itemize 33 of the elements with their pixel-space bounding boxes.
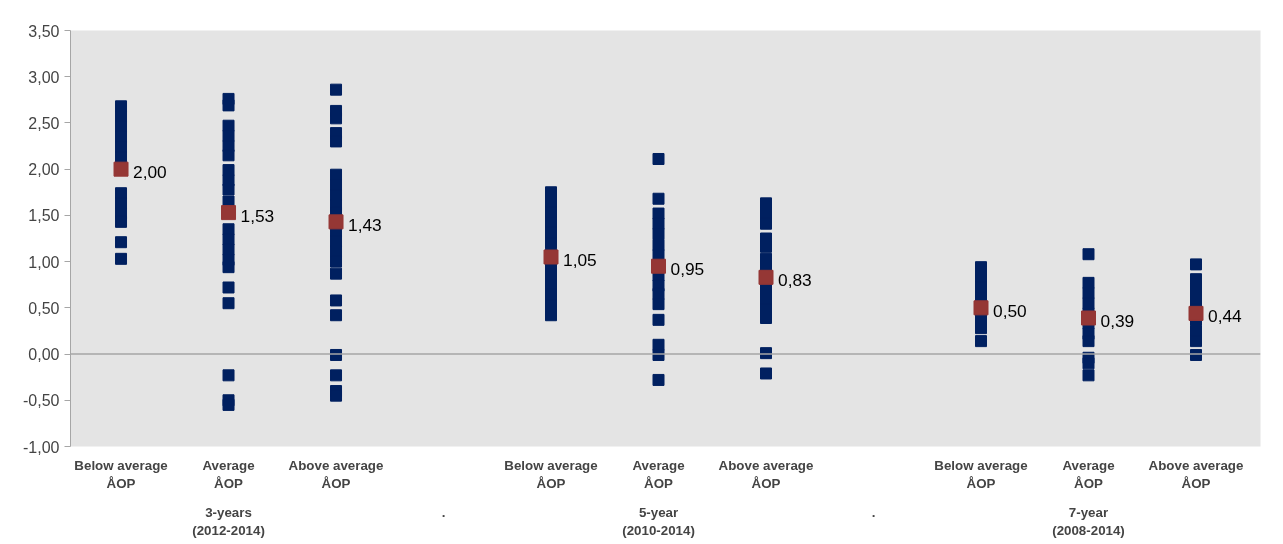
data-label: 0,50: [993, 300, 1027, 321]
text: 3-years (2012-2014): [192, 504, 265, 538]
x-tick-label: Average ÅOP: [202, 457, 255, 491]
x-tick-label: Below average ÅOP: [934, 457, 1028, 491]
x-tick-label: Above average ÅOP: [288, 457, 384, 491]
x-tick-label: Average ÅOP: [632, 457, 685, 491]
y-tick-label: 3,50: [28, 22, 60, 40]
x-tick-label: Below average ÅOP: [74, 457, 168, 491]
data-label: 0,39: [1100, 311, 1135, 331]
y-tick-label: 2,00: [28, 161, 60, 179]
text: .: [441, 504, 446, 520]
x-tick-label: Above average ÅOP: [718, 457, 814, 491]
x-tick-label: Above average ÅOP: [1148, 457, 1244, 491]
text: 7-year (2008-2014): [1052, 504, 1125, 538]
y-tick-label: 0,00: [28, 346, 60, 364]
data-label: 1,05: [563, 249, 597, 270]
text: .: [871, 504, 876, 520]
data-label: 2,00: [133, 162, 167, 183]
data-label: 0,95: [670, 259, 705, 280]
data-label: 1,43: [348, 214, 382, 235]
y-tick-label: 1,50: [28, 207, 60, 225]
x-tick-label: Average ÅOP: [1062, 457, 1115, 491]
y-tick-label: -0,50: [23, 392, 60, 410]
data-label: 0,44: [1208, 306, 1243, 327]
y-tick-label: 0,50: [28, 299, 60, 317]
y-tick-label: 3,00: [28, 68, 60, 86]
y-tick-label: -1,00: [23, 438, 60, 456]
data-label: 0,83: [778, 270, 812, 291]
x-tick-label: Below average ÅOP: [504, 457, 598, 491]
y-tick-label: 2,50: [28, 114, 60, 132]
y-tick-label: 1,00: [28, 253, 60, 271]
data-label: 1,53: [240, 205, 275, 226]
text: 5-year (2010-2014): [622, 504, 695, 538]
